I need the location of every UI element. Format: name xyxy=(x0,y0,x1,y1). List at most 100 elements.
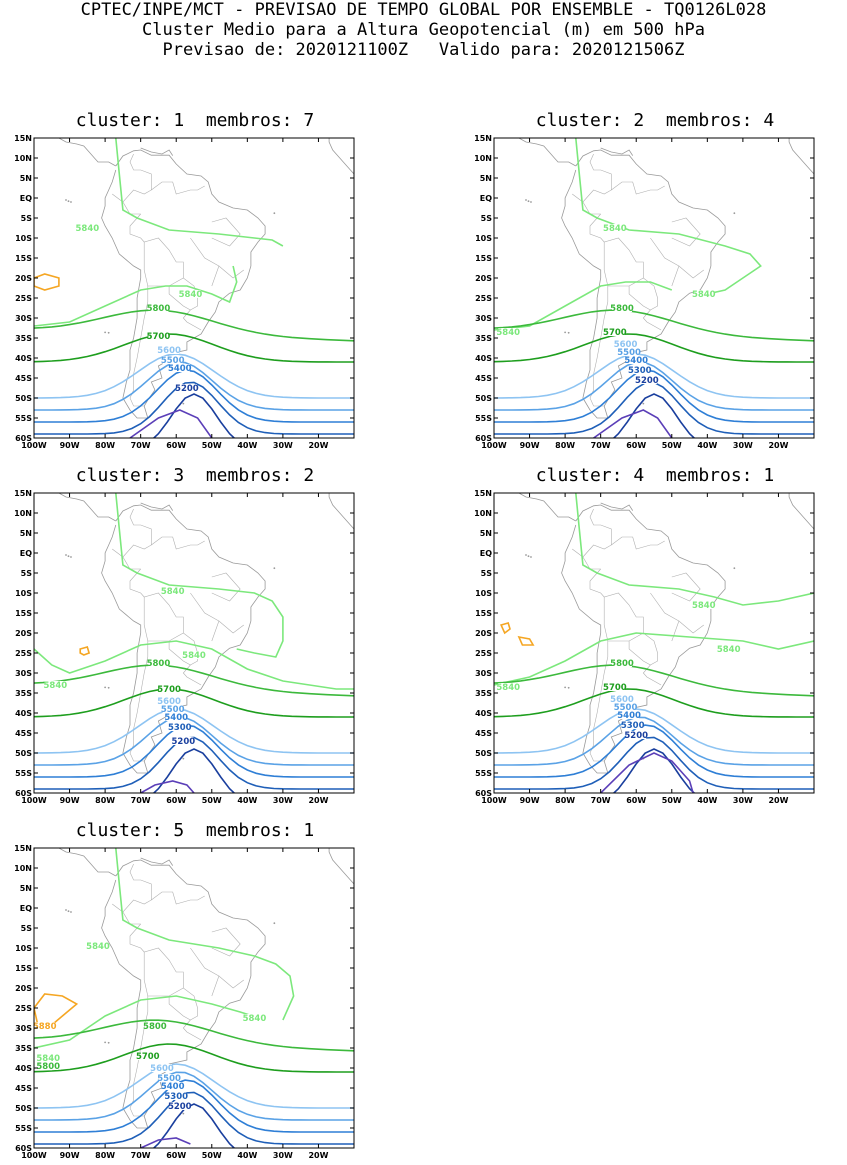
island xyxy=(733,567,736,570)
country-border xyxy=(589,213,658,299)
lat-tick-label: 5S xyxy=(481,569,493,578)
contour-label-5840: 5840 xyxy=(36,1054,60,1064)
cluster-panel-3: cluster: 3 membros: 2 5840 5840 5840 5800 570… xyxy=(14,465,360,805)
country-border xyxy=(218,265,244,279)
contour-5840 xyxy=(575,493,814,606)
lon-tick-label: 100W xyxy=(21,796,47,805)
country-border xyxy=(211,927,241,957)
lat-tick-label: 10N xyxy=(14,154,32,163)
contour-label-5600: 5600 xyxy=(157,346,181,356)
contour-5500 xyxy=(34,361,354,411)
lon-tick-label: 50W xyxy=(202,441,222,450)
island xyxy=(182,757,185,760)
lat-tick-label: 10S xyxy=(15,234,32,243)
country-border xyxy=(650,237,680,287)
map-plot: 5840584058405800570056005500540053005200… xyxy=(14,489,355,805)
contour-label-5840: 5840 xyxy=(496,683,520,693)
contour-5200 xyxy=(612,748,696,793)
lat-tick-label: 5N xyxy=(480,529,492,538)
lon-tick-label: 100W xyxy=(481,796,507,805)
island xyxy=(273,212,276,215)
country-border xyxy=(151,891,205,905)
lat-tick-label: 5N xyxy=(20,174,32,183)
contour-5400 xyxy=(34,1079,354,1133)
contour-label-5500: 5500 xyxy=(157,1074,181,1084)
contour-label-5840: 5840 xyxy=(603,224,627,234)
contour-5200 xyxy=(612,393,696,438)
island xyxy=(65,199,67,201)
island xyxy=(67,200,70,203)
lat-tick-label: 25S xyxy=(15,294,32,303)
contour-5800 xyxy=(494,309,814,342)
lat-tick-label: 25S xyxy=(475,294,492,303)
contour-label-5800: 5800 xyxy=(147,659,171,669)
contour-label-5200: 5200 xyxy=(624,731,648,741)
lon-tick-label: 70W xyxy=(131,441,151,450)
island xyxy=(733,212,736,215)
lon-tick-label: 90W xyxy=(60,441,80,450)
lat-tick-label: 50S xyxy=(15,394,32,403)
island xyxy=(104,686,107,689)
contour-label-5400: 5400 xyxy=(161,1082,185,1092)
country-border xyxy=(112,548,141,570)
contour-label-5700: 5700 xyxy=(603,328,627,338)
panel-title: cluster: 2 membros: 4 xyxy=(535,110,775,131)
island xyxy=(530,556,532,558)
lat-tick-label: 15S xyxy=(475,609,492,618)
lat-tick-label: 40S xyxy=(15,1064,32,1073)
lat-tick-label: EQ xyxy=(20,549,32,558)
country-border xyxy=(628,286,651,311)
lon-tick-label: 60W xyxy=(626,441,646,450)
lat-tick-label: 45S xyxy=(475,729,492,738)
map-plot: 5880584058405840580058005700560055005400… xyxy=(14,844,355,1160)
lat-tick-label: 50S xyxy=(15,1104,32,1113)
contour-5880 xyxy=(499,622,511,635)
panel-title: cluster: 1 membros: 7 xyxy=(75,110,315,131)
contour-label-5200: 5200 xyxy=(171,737,195,747)
contour-label-5600: 5600 xyxy=(150,1064,174,1074)
country-border xyxy=(122,863,152,913)
island xyxy=(104,331,107,334)
country-border xyxy=(603,242,644,287)
lat-tick-label: 20S xyxy=(15,629,32,638)
country-border xyxy=(190,592,220,642)
lat-tick-label: 35S xyxy=(475,334,492,343)
contour-label-5700: 5700 xyxy=(603,683,627,693)
contour-5880 xyxy=(79,646,91,656)
country-border xyxy=(168,286,191,311)
lon-tick-label: 20W xyxy=(768,796,788,805)
country-border xyxy=(572,193,601,215)
lon-tick-label: 30W xyxy=(273,796,293,805)
contour-5500 xyxy=(494,716,814,766)
country-border xyxy=(168,641,191,666)
lon-tick-label: 60W xyxy=(166,441,186,450)
lon-tick-label: 100W xyxy=(21,1151,47,1160)
contour-5600 xyxy=(34,353,354,399)
island xyxy=(527,555,530,558)
plot-frame xyxy=(493,137,815,439)
lon-tick-label: 100W xyxy=(481,441,507,450)
country-border xyxy=(112,903,141,925)
contour-label-5500: 5500 xyxy=(614,703,638,713)
lon-tick-label: 30W xyxy=(733,441,753,450)
island xyxy=(567,686,570,689)
lat-tick-label: 30S xyxy=(15,314,32,323)
contour-label-5840: 5840 xyxy=(692,601,716,611)
lat-tick-label: 15S xyxy=(15,609,32,618)
coastline xyxy=(561,504,726,774)
contour-5800 xyxy=(494,664,814,697)
country-border xyxy=(671,217,701,247)
country-border xyxy=(211,217,241,247)
lat-tick-label: 60S xyxy=(15,1144,32,1153)
contour-label-5840: 5840 xyxy=(86,942,110,952)
lat-tick-label: 10N xyxy=(474,154,492,163)
contour-label-5840: 5840 xyxy=(182,651,206,661)
country-border xyxy=(129,213,198,299)
map-plot: 5840584058405800570056005500540053005200… xyxy=(474,489,815,805)
lon-tick-label: 80W xyxy=(555,441,575,450)
contour-5300 xyxy=(494,736,814,790)
island xyxy=(564,686,567,689)
contour-5700 xyxy=(494,688,814,718)
contour-label-5840: 5840 xyxy=(75,224,99,234)
